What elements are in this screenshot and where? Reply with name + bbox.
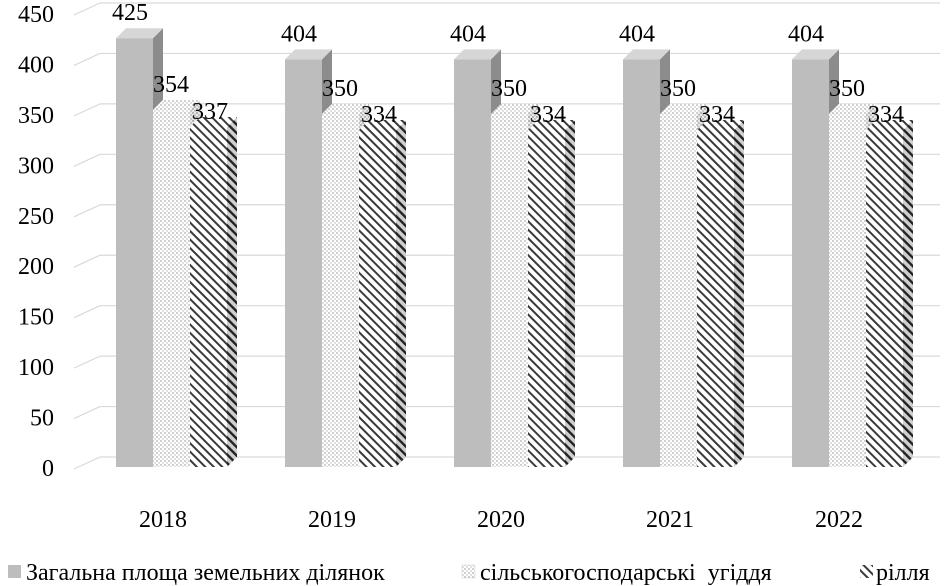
gridline-diagonal <box>73 254 101 268</box>
bar-front <box>322 113 359 467</box>
y-tick-label: 400 <box>18 52 54 78</box>
legend: Загальна площа земельних ділянок сільськ… <box>8 560 930 586</box>
bar-top <box>866 120 913 131</box>
bar-top <box>190 117 237 128</box>
bar-front <box>792 59 829 468</box>
bar-front <box>866 130 903 467</box>
y-tick-label: 50 <box>30 406 54 432</box>
y-tick-label: 450 <box>18 2 54 28</box>
bar-top <box>116 28 163 39</box>
x-tick-label: 2020 <box>477 507 525 533</box>
bar-top <box>829 103 876 114</box>
bar-side <box>396 120 406 467</box>
data-label: 350 <box>660 76 696 102</box>
legend-item-arable-land: рілля <box>860 560 930 586</box>
data-label: 334 <box>361 102 397 128</box>
bar-front <box>829 113 866 467</box>
bar-top <box>322 103 369 114</box>
gridline-diagonal <box>73 52 101 66</box>
x-axis: 2018 2019 2020 2021 2022 <box>139 507 863 533</box>
y-tick-label: 150 <box>18 305 54 331</box>
bar-top <box>285 49 332 60</box>
bars <box>116 28 913 468</box>
x-tick-label: 2018 <box>139 507 187 533</box>
data-label: 350 <box>491 76 527 102</box>
bar-top <box>454 49 501 60</box>
data-label: 350 <box>322 76 358 102</box>
legend-swatch-total-area <box>8 565 21 578</box>
bar-side <box>903 120 913 467</box>
y-tick-label: 250 <box>18 204 54 230</box>
bar <box>528 120 575 467</box>
y-tick-label: 300 <box>18 153 54 179</box>
bar-front <box>454 59 491 468</box>
gridline-diagonal <box>73 355 101 369</box>
bar-side <box>565 120 575 467</box>
data-label: 404 <box>281 21 317 47</box>
data-label: 404 <box>619 21 655 47</box>
data-label: 354 <box>153 72 189 98</box>
data-label: 425 <box>112 0 148 26</box>
bar-side <box>227 117 237 467</box>
x-tick-label: 2021 <box>646 507 694 533</box>
bar <box>359 120 406 467</box>
bar <box>190 117 237 467</box>
bar-front <box>116 38 153 467</box>
bar-top <box>359 120 406 131</box>
data-label: 334 <box>868 102 904 128</box>
bar <box>697 120 744 467</box>
legend-label-total-area: Загальна площа земельних ділянок <box>26 560 385 586</box>
bar <box>866 120 913 467</box>
bar-front <box>190 127 227 467</box>
legend-swatch-arable-land <box>860 565 873 578</box>
gridline-diagonal <box>73 103 101 117</box>
bar-top <box>792 49 839 60</box>
gridline-diagonal <box>73 406 101 420</box>
y-tick-label: 350 <box>18 103 54 129</box>
legend-item-total-area: Загальна площа земельних ділянок <box>8 560 385 586</box>
gridline-diagonal <box>73 153 101 167</box>
bar-front <box>697 130 734 467</box>
gridline-diagonal <box>73 2 101 16</box>
gridline-diagonal <box>73 204 101 218</box>
data-label: 350 <box>829 76 865 102</box>
bar-top <box>153 99 200 110</box>
data-labels: 4253543374043503344043503344043503344043… <box>112 0 904 128</box>
bar-front <box>623 59 660 468</box>
data-label: 334 <box>699 102 735 128</box>
legend-swatch-agricultural-land <box>461 564 476 579</box>
bar-top <box>697 120 744 131</box>
bar-front <box>285 59 322 468</box>
bar-front <box>153 109 190 467</box>
bar-front <box>359 130 396 467</box>
bar-front <box>660 113 697 467</box>
gridline-diagonal <box>73 456 101 470</box>
gridline-diagonal <box>73 305 101 319</box>
bar-front <box>491 113 528 467</box>
x-tick-label: 2019 <box>308 507 356 533</box>
y-axis: 0 50 100 150 200 250 300 350 400 450 <box>18 2 54 482</box>
bar-side <box>734 120 744 467</box>
legend-item-agricultural-land: сільськогосподарські угіддя <box>461 560 772 586</box>
x-tick-label: 2022 <box>815 507 863 533</box>
data-label: 404 <box>788 21 824 47</box>
y-tick-label: 0 <box>42 456 54 482</box>
data-label: 334 <box>530 102 566 128</box>
bar-top <box>491 103 538 114</box>
legend-label-arable-land: рілля <box>876 560 930 586</box>
legend-label-agricultural-land: сільськогосподарські угіддя <box>480 560 772 586</box>
y-tick-label: 200 <box>18 254 54 280</box>
bar-top <box>623 49 670 60</box>
data-label: 404 <box>450 21 486 47</box>
y-tick-label: 100 <box>18 355 54 381</box>
data-label: 337 <box>192 99 228 125</box>
bar-front <box>528 130 565 467</box>
bar-top <box>528 120 575 131</box>
bar-top <box>660 103 707 114</box>
